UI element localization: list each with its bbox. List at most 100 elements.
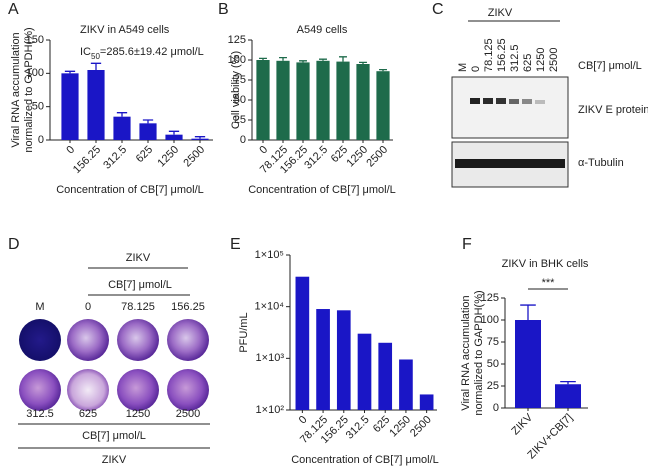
x-tick-label: 2500	[364, 144, 390, 170]
annotation-text: =285.6±19.42 μmol/L	[100, 46, 204, 58]
y-tick-label: 100	[481, 314, 499, 326]
band-label: ZIKV E protein	[578, 104, 648, 116]
y-tick-label: 125	[481, 292, 499, 304]
panel-label: D	[8, 236, 20, 253]
panel-label: B	[218, 1, 229, 18]
x-tick-label: 312.5	[344, 414, 372, 442]
lane-label: 312.5	[509, 44, 521, 72]
western-blot	[451, 76, 569, 188]
blot-group: ZIKV	[488, 7, 513, 19]
error-bar	[339, 56, 347, 62]
bar	[87, 70, 105, 140]
error-bar	[359, 61, 367, 64]
y-tick-label: 50	[234, 94, 246, 106]
error-bar	[379, 68, 387, 72]
bar	[357, 333, 372, 410]
x-tick-label: 312.5	[302, 144, 330, 172]
x-axis-label: Concentration of CB[7] μmol/L	[248, 184, 396, 196]
bar	[139, 123, 157, 140]
plaque-wells	[18, 267, 210, 449]
bar	[316, 60, 330, 140]
lane-label: 0	[470, 66, 482, 72]
error-bar	[299, 60, 307, 63]
x-tick-label: 1250	[155, 144, 181, 170]
plaque-title: CB[7] μmol/L	[108, 279, 172, 291]
error-bar	[319, 58, 327, 61]
plaque-label: 2500	[176, 408, 200, 420]
x-tick-label: 1250	[344, 144, 370, 170]
plaque-label: 0	[85, 301, 91, 313]
x-tick-label: 0	[257, 144, 270, 157]
bar	[165, 134, 183, 140]
y-tick-label: 75	[234, 74, 246, 86]
x-tick-label: 156.25	[71, 144, 103, 176]
y-tick-label: 0	[493, 402, 499, 414]
plaque-title: CB[7] μmol/L	[82, 430, 146, 442]
y-tick-label: 0	[240, 134, 246, 146]
significance: ***	[542, 277, 556, 289]
y-tick-label: 100	[228, 54, 246, 66]
bar	[276, 60, 290, 140]
panel-label: C	[432, 1, 444, 18]
error-bar	[116, 112, 128, 117]
panel-label: E	[230, 236, 241, 253]
panel-label: A	[8, 1, 19, 18]
plaque-label: 1250	[126, 408, 150, 420]
bar	[256, 60, 270, 140]
y-tick-label: 25	[234, 114, 246, 126]
x-tick-label: 625	[134, 144, 155, 165]
y-tick-label: 1×10⁴	[254, 301, 284, 313]
y-tick-label: 125	[228, 34, 246, 46]
x-tick-label: 2500	[181, 144, 207, 170]
error-bar	[194, 136, 206, 139]
bar	[295, 276, 310, 410]
bar	[378, 342, 393, 410]
plaque-label: 156.25	[171, 301, 205, 313]
plaque-group: ZIKV	[102, 454, 127, 466]
bar	[419, 394, 434, 410]
plaque-label: M	[35, 301, 44, 313]
lane-label: M	[457, 63, 469, 72]
y-axis-label: Viral RNA accumulation	[460, 295, 472, 410]
y-axis-label: normalized to GAPDH(%)	[23, 27, 35, 152]
x-tick-label: 1250	[387, 414, 413, 440]
bar	[356, 64, 370, 140]
lane-label: 625	[522, 54, 534, 72]
y-tick-label: 150	[26, 34, 44, 46]
error-bar	[64, 70, 76, 74]
y-tick-label: 100	[26, 67, 44, 79]
bar	[336, 310, 351, 410]
error-bar	[279, 56, 287, 61]
annotation: IC50=285.6±19.42 μmol/L	[80, 46, 204, 61]
y-tick-label: 50	[487, 358, 499, 370]
bar	[336, 61, 350, 140]
x-axis-label: Concentration of CB[7] μmol/L	[56, 184, 204, 196]
y-axis-label: normalized to GAPDH(%)	[473, 290, 485, 415]
y-axis-label: Cell viability (%)	[230, 51, 242, 129]
y-axis-label: PFU/mL	[238, 312, 250, 352]
error-bar	[168, 130, 180, 135]
y-tick-label: 1×10⁵	[255, 249, 284, 261]
plaque-label: 625	[79, 408, 97, 420]
bar	[515, 320, 541, 408]
lane-label: 78.125	[483, 38, 495, 72]
y-tick-label: 75	[487, 336, 499, 348]
plaque-label: 78.125	[121, 301, 155, 313]
plaque-group: ZIKV	[126, 252, 151, 264]
panel-label: F	[462, 236, 472, 253]
bar	[191, 138, 209, 140]
bar	[316, 309, 330, 410]
x-tick-label: ZIKV	[509, 411, 535, 437]
y-axis-label: Viral RNA accumulation	[10, 32, 22, 147]
bar	[296, 62, 310, 140]
band-label: α-Tubulin	[578, 157, 624, 169]
bar	[376, 71, 390, 140]
x-tick-label: 0	[297, 414, 310, 427]
y-tick-label: 0	[38, 134, 44, 146]
bar	[555, 384, 581, 408]
chart-title: A549 cells	[297, 24, 348, 36]
chart-title: ZIKV in BHK cells	[502, 258, 589, 270]
chart-title: ZIKV in A549 cells	[80, 24, 170, 36]
lane-label: 1250	[535, 48, 547, 72]
